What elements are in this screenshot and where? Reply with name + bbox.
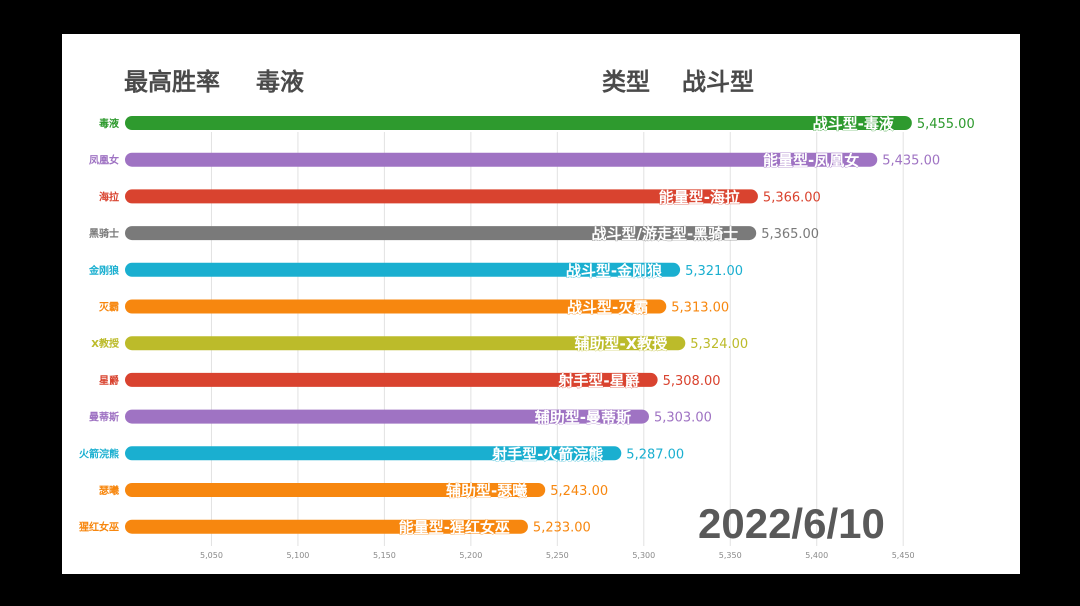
bar-label: 射手型-火箭浣熊 <box>491 445 603 463</box>
x-tick-label: 5,200 <box>459 551 482 560</box>
value-label: 5,287.00 <box>626 447 684 462</box>
chart-canvas: 最高胜率 毒液 类型 战斗型 毒液 战斗型-毒液 5,455.00 凤凰女 能量型-凤凰… <box>62 34 1020 574</box>
bar-label: 辅助型-瑟曦 <box>446 482 527 500</box>
bar-label: 辅助型-X教授 <box>574 335 668 353</box>
bar <box>125 446 622 461</box>
bar <box>125 152 878 167</box>
x-tick-label: 5,100 <box>286 551 309 560</box>
value-label: 5,366.00 <box>763 190 821 205</box>
value-label: 5,324.00 <box>690 337 748 352</box>
type-value: 战斗型 <box>682 68 754 96</box>
value-label: 5,455.00 <box>917 117 975 132</box>
x-tick-label: 5,400 <box>805 551 828 560</box>
x-tick-label: 5,050 <box>200 551 223 560</box>
bar <box>125 519 528 534</box>
bar <box>125 262 681 277</box>
top-winrate-label: 最高胜率 <box>124 68 220 96</box>
value-label: 5,233.00 <box>533 521 591 536</box>
value-label: 5,435.00 <box>882 154 940 169</box>
bar-label: 战斗型-毒液 <box>813 115 895 133</box>
bar-label: 战斗型/游走型-黑骑士 <box>591 225 738 243</box>
bar <box>125 189 758 204</box>
bar <box>125 299 667 314</box>
value-label: 5,365.00 <box>761 227 819 242</box>
bar-label: 辅助型-曼蒂斯 <box>535 409 631 427</box>
type-label: 类型 <box>602 68 650 96</box>
category-label: 金刚狼 <box>88 264 120 277</box>
value-label: 5,243.00 <box>550 484 608 499</box>
bar-label: 能量型-凤凰女 <box>763 152 859 170</box>
x-axis: 5,050 5,100 5,150 5,200 5,250 5,300 5,350 5,400… <box>200 551 915 560</box>
category-label: 曼蒂斯 <box>89 411 119 424</box>
bar <box>125 336 686 351</box>
bar-label: 能量型-猩红女巫 <box>399 519 510 537</box>
value-label: 5,303.00 <box>654 411 712 426</box>
bar <box>125 409 649 424</box>
value-label: 5,321.00 <box>685 264 743 279</box>
category-label: 毒液 <box>99 117 119 130</box>
category-label: 海拉 <box>99 190 119 203</box>
top-winrate-value: 毒液 <box>256 68 304 96</box>
bar-label: 战斗型-灭霸 <box>567 299 648 317</box>
category-label: 星爵 <box>99 374 119 387</box>
category-label: 凤凰女 <box>89 154 119 167</box>
category-label: 灭霸 <box>98 302 119 314</box>
bar <box>125 372 658 387</box>
category-label: 黑骑士 <box>89 227 119 240</box>
category-label: 猩红女巫 <box>78 521 119 534</box>
bar-label: 战斗型-金刚狼 <box>566 262 663 280</box>
date-label: 2022/6/10 <box>698 500 885 547</box>
category-label: X教授 <box>91 337 120 350</box>
bar <box>125 483 546 497</box>
category-label: 火箭浣熊 <box>79 447 119 460</box>
x-tick-label: 5,150 <box>373 551 396 560</box>
bar <box>125 226 757 241</box>
value-label: 5,313.00 <box>671 301 729 316</box>
category-label: 瑟曦 <box>99 484 119 497</box>
x-tick-label: 5,350 <box>719 551 742 560</box>
bar <box>125 116 912 130</box>
x-tick-label: 5,250 <box>546 551 569 560</box>
value-label: 5,308.00 <box>663 374 721 389</box>
x-tick-label: 5,300 <box>632 551 655 560</box>
x-tick-label: 5,450 <box>892 551 915 560</box>
bar-label: 射手型-星爵 <box>557 372 639 390</box>
bar-label: 能量型-海拉 <box>659 188 740 206</box>
